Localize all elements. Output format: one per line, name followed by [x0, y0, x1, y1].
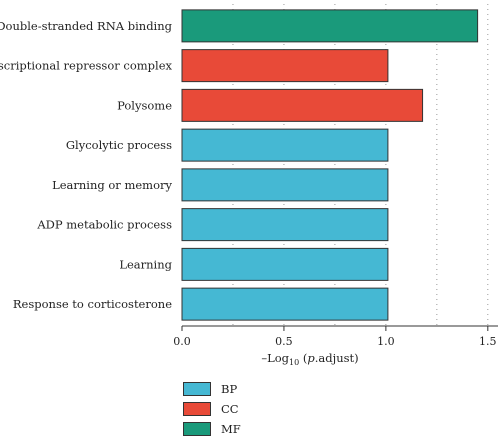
x-tick-label: 0.0: [173, 335, 191, 348]
category-label: Transcriptional repressor complex: [0, 59, 173, 73]
category-label: Response to corticosterone: [13, 297, 172, 311]
legend-item: BP: [183, 380, 241, 398]
category-label: ADP metabolic process: [36, 218, 172, 232]
x-ticks: 0.0 0.5 1.0 1.5: [173, 326, 497, 348]
legend-swatch: [183, 382, 211, 396]
legend-label: BP: [221, 382, 238, 396]
bar: [181, 9, 479, 43]
grid-lines: [232, 4, 489, 326]
x-tick-label: 0.5: [275, 335, 293, 348]
bar: [181, 88, 424, 122]
x-tick-label: 1.0: [377, 335, 395, 348]
category-label: Double-stranded RNA binding: [0, 19, 173, 33]
category-label: Glycolytic process: [66, 138, 172, 152]
legend-label: CC: [221, 402, 239, 416]
bars: [181, 9, 479, 321]
legend-swatch: [183, 402, 211, 416]
legend-label: MF: [221, 422, 241, 436]
category-label: Learning or memory: [52, 178, 172, 192]
bar: [181, 128, 389, 162]
legend-item: MF: [183, 420, 241, 438]
legend-item: CC: [183, 400, 241, 418]
x-axis-label: –Log10 (p.adjust): [261, 351, 358, 367]
bar: [181, 49, 389, 83]
category-labels: Double-stranded RNA binding Transcription…: [0, 19, 173, 311]
legend-swatch: [183, 422, 211, 436]
x-tick-label: 1.5: [479, 335, 497, 348]
bar: [181, 287, 389, 321]
bar: [181, 168, 389, 202]
bar: [181, 208, 389, 242]
bar: [181, 247, 389, 281]
category-label: Polysome: [117, 98, 172, 112]
category-label: Learning: [119, 257, 172, 271]
legend: BP CC MF: [183, 380, 241, 440]
